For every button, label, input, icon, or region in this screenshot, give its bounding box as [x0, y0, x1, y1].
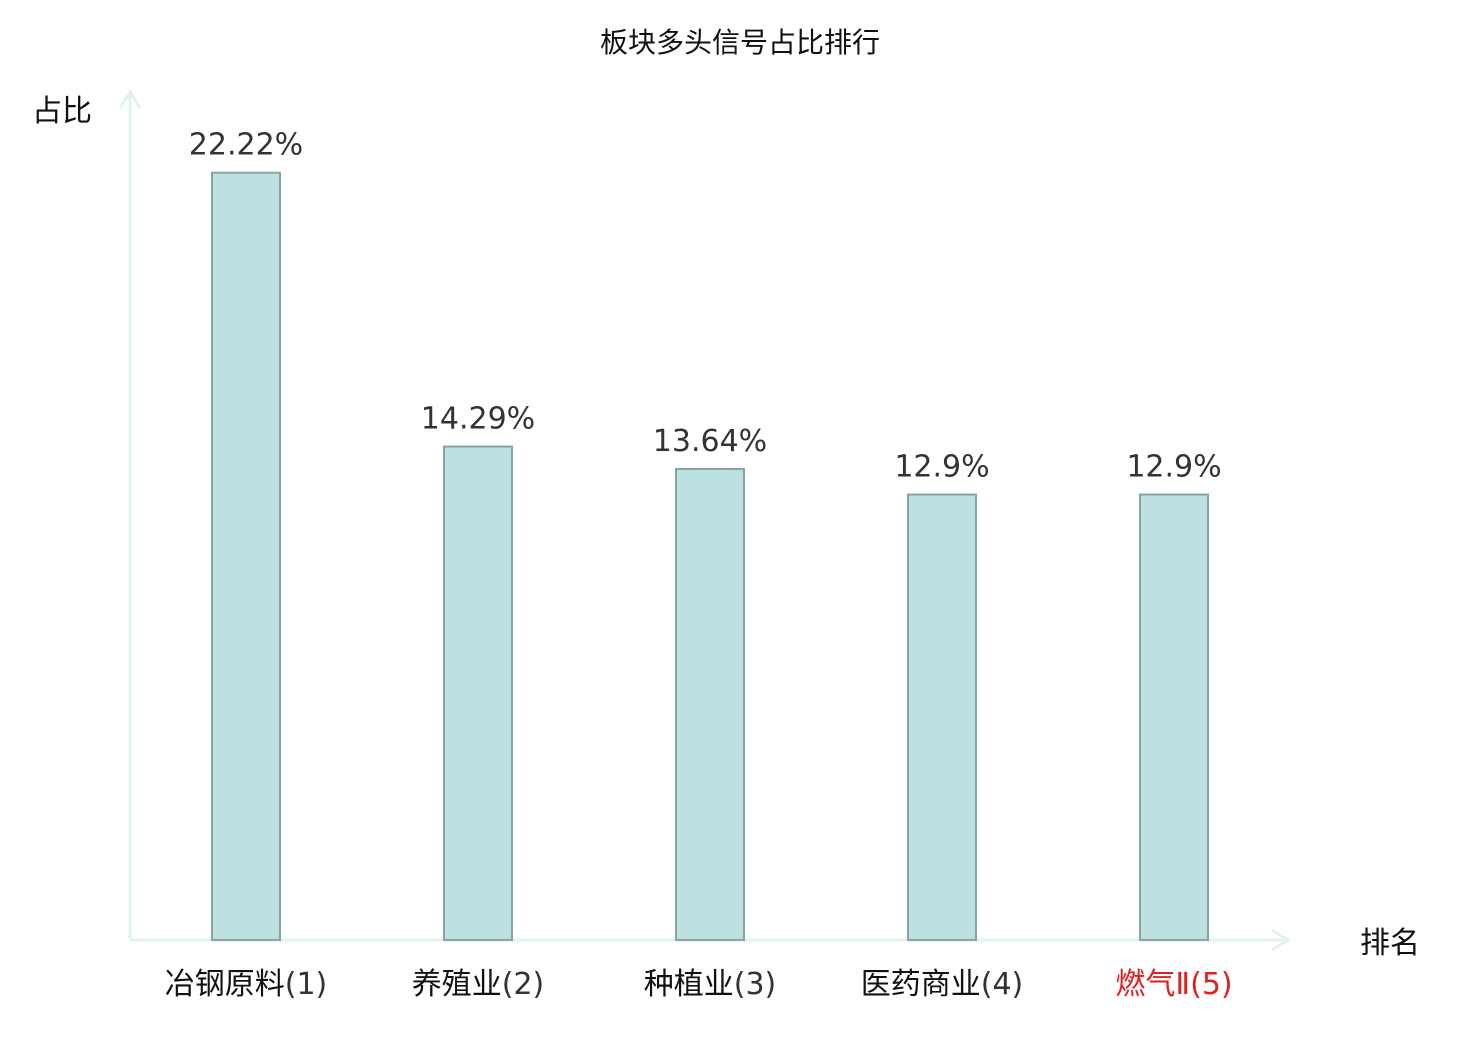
value-labels-group: 22.22% 14.29% 13.64% 12.9% 12.9%	[189, 128, 1222, 485]
category-name: 冶钢原料	[165, 967, 285, 1002]
chart-title: 板块多头信号占比排行	[600, 26, 880, 59]
category-name: 燃气Ⅱ	[1115, 967, 1190, 1002]
category-label-3: 种植业(3)	[644, 967, 777, 1002]
category-label-5: 燃气Ⅱ(5)	[1115, 967, 1232, 1002]
bar-5	[1139, 493, 1209, 941]
bar-4	[907, 493, 977, 941]
bar-2	[443, 445, 513, 941]
value-label-2: 14.29%	[421, 402, 535, 437]
y-axis-label: 占比	[32, 94, 92, 129]
category-name: 种植业	[644, 967, 734, 1002]
category-rank: (4)	[981, 967, 1024, 1002]
value-label-1: 22.22%	[189, 128, 303, 163]
category-name: 医药商业	[861, 967, 981, 1002]
category-label-2: 养殖业(2)	[412, 967, 545, 1002]
category-rank: (1)	[285, 967, 328, 1002]
value-label-3: 13.64%	[653, 424, 767, 459]
category-name: 养殖业	[412, 967, 502, 1002]
x-axis: 排名	[130, 926, 1420, 961]
bar-1	[211, 171, 281, 941]
value-label-4: 12.9%	[894, 450, 989, 485]
value-label-5: 12.9%	[1126, 450, 1221, 485]
bars-group	[211, 171, 1209, 941]
x-axis-arrow-icon	[1271, 928, 1291, 952]
x-axis-label: 排名	[1360, 926, 1420, 961]
category-rank: (5)	[1190, 967, 1233, 1002]
category-label-1: 冶钢原料(1)	[165, 967, 328, 1002]
category-labels-group: 冶钢原料(1) 养殖业(2) 种植业(3) 医药商业(4) 燃气Ⅱ(5)	[165, 967, 1233, 1002]
category-label-4: 医药商业(4)	[861, 967, 1024, 1002]
y-axis-arrow-icon	[118, 89, 142, 109]
bar-3	[675, 468, 745, 941]
category-rank: (3)	[734, 967, 777, 1002]
category-rank: (2)	[502, 967, 545, 1002]
y-axis: 占比	[32, 89, 142, 940]
